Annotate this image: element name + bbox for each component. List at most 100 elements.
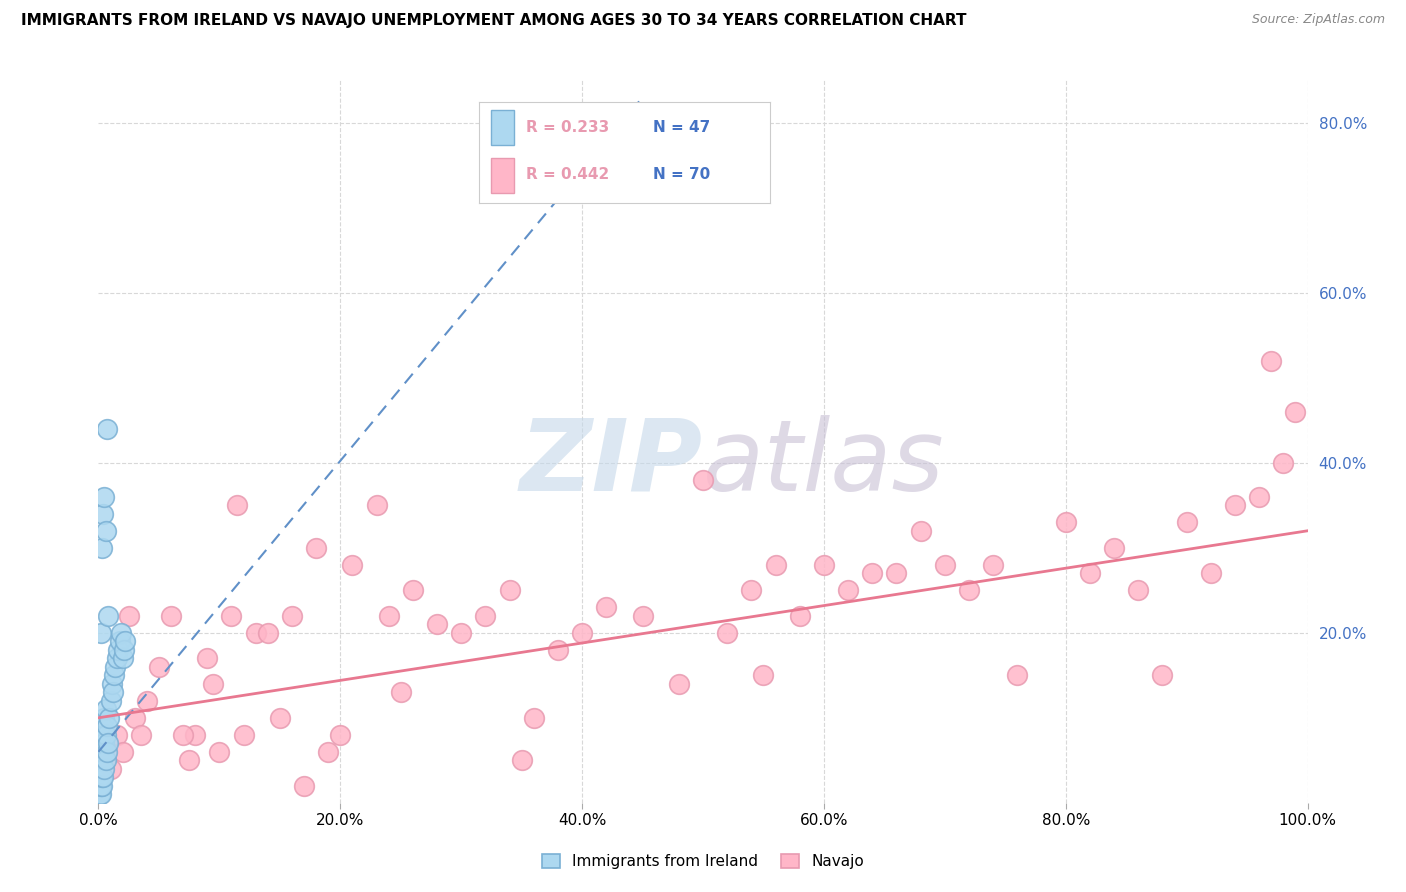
Point: [94, 753, 117, 767]
Point: [90, 779, 112, 793]
Point: [305, 541, 328, 555]
Point: [172, 728, 194, 742]
Point: [957, 583, 980, 598]
Point: [523, 711, 546, 725]
Point: [90, 787, 112, 801]
Point: [510, 753, 533, 767]
Point: [595, 600, 617, 615]
Point: [97, 608, 120, 623]
Point: [668, 677, 690, 691]
Point: [105, 728, 128, 742]
Point: [91, 770, 114, 784]
Point: [1078, 566, 1101, 581]
Point: [1128, 583, 1150, 598]
Point: [98, 711, 121, 725]
Point: [96, 422, 118, 436]
Point: [281, 608, 304, 623]
Point: [94, 728, 117, 742]
Point: [91, 745, 114, 759]
Point: [789, 608, 811, 623]
Point: [389, 685, 412, 699]
Point: [269, 711, 291, 725]
Point: [450, 625, 472, 640]
Point: [124, 711, 146, 725]
Point: [90, 753, 112, 767]
Point: [114, 634, 136, 648]
Point: [91, 779, 114, 793]
Point: [740, 583, 762, 598]
Point: [100, 677, 122, 691]
Point: [860, 566, 883, 581]
Point: [179, 753, 201, 767]
Point: [631, 608, 654, 623]
Point: [232, 728, 254, 742]
Point: [93, 711, 115, 725]
Text: Source: ZipAtlas.com: Source: ZipAtlas.com: [1251, 13, 1385, 27]
Point: [1054, 516, 1077, 530]
Point: [292, 779, 315, 793]
Point: [112, 642, 135, 657]
Point: [100, 762, 122, 776]
Point: [202, 677, 225, 691]
Legend: Immigrants from Ireland, Navajo: Immigrants from Ireland, Navajo: [536, 848, 870, 875]
Point: [160, 608, 183, 623]
Point: [91, 541, 114, 555]
Point: [105, 651, 128, 665]
Point: [91, 753, 114, 767]
Point: [1175, 516, 1198, 530]
Point: [96, 745, 118, 759]
Point: [910, 524, 932, 538]
Point: [93, 762, 115, 776]
Point: [245, 625, 267, 640]
Point: [91, 736, 114, 750]
Point: [90, 770, 112, 784]
Point: [1223, 498, 1246, 512]
Point: [813, 558, 835, 572]
Point: [89, 779, 111, 793]
Point: [94, 702, 117, 716]
Point: [89, 787, 111, 801]
Point: [89, 753, 111, 767]
Point: [110, 625, 132, 640]
Point: [1102, 541, 1125, 555]
Point: [547, 642, 569, 657]
Point: [118, 608, 141, 623]
Point: [195, 651, 218, 665]
Point: [1007, 668, 1029, 682]
Point: [226, 498, 249, 512]
Point: [93, 736, 115, 750]
Point: [474, 608, 496, 623]
Point: [1284, 405, 1306, 419]
Point: [107, 642, 129, 657]
Point: [100, 694, 122, 708]
Point: [402, 583, 425, 598]
Point: [366, 498, 388, 512]
Point: [1272, 456, 1295, 470]
Point: [571, 625, 593, 640]
Point: [111, 651, 134, 665]
Point: [498, 583, 520, 598]
Point: [329, 728, 352, 742]
Point: [1152, 668, 1174, 682]
Point: [981, 558, 1004, 572]
Point: [135, 694, 157, 708]
Point: [377, 608, 399, 623]
Point: [1199, 566, 1222, 581]
Point: [104, 660, 127, 674]
Point: [91, 719, 114, 733]
Point: [221, 608, 243, 623]
Point: [111, 745, 134, 759]
Point: [91, 728, 114, 742]
Text: ZIP: ZIP: [520, 415, 703, 512]
Point: [426, 617, 449, 632]
Point: [316, 745, 339, 759]
Point: [129, 728, 152, 742]
Point: [692, 473, 714, 487]
Point: [1249, 490, 1271, 504]
Point: [886, 566, 908, 581]
Point: [93, 753, 115, 767]
Point: [837, 583, 859, 598]
Point: [208, 745, 231, 759]
Point: [765, 558, 787, 572]
Point: [89, 770, 111, 784]
